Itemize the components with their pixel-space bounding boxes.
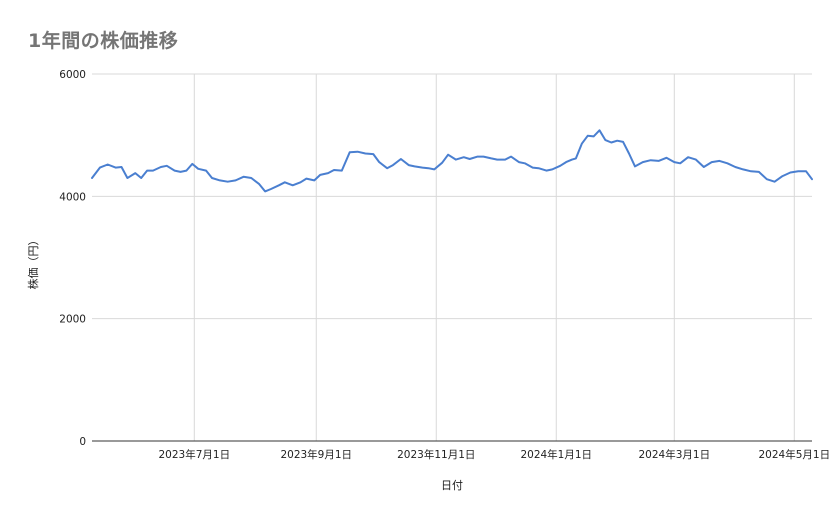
tick-labels: 0 2000 4000 6000 2023年7月1日 2023年9月1日 2023年11月1…	[59, 69, 830, 461]
y-tick-label: 6000	[59, 69, 86, 81]
x-tick-label: 2023年7月1日	[158, 448, 230, 461]
y-tick-label: 4000	[59, 191, 86, 203]
x-axis-title: 日付	[441, 479, 463, 492]
series-layer	[91, 129, 813, 193]
y-tick-label: 2000	[59, 314, 86, 326]
x-tick-label: 2023年11月1日	[397, 448, 475, 461]
series-line	[91, 129, 813, 193]
y-axis-title: 株価（円）	[26, 235, 40, 290]
chart-title: 1年間の株価推移	[28, 30, 179, 52]
grid	[92, 73, 812, 441]
x-tick-label: 2024年1月1日	[520, 448, 592, 461]
x-tick-label: 2024年3月1日	[638, 448, 710, 461]
x-tick-label: 2024年5月1日	[758, 448, 830, 461]
y-tick-label: 0	[79, 436, 86, 448]
x-tick-label: 2023年9月1日	[280, 448, 352, 461]
